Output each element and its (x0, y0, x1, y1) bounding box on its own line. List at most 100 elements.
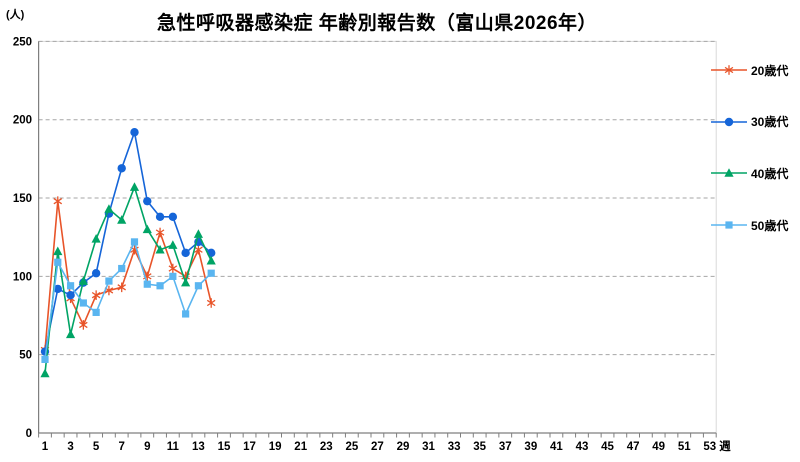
square-marker (54, 258, 62, 266)
x-tick-label: 5 (93, 441, 100, 453)
x-tick-label: 3 (67, 441, 73, 453)
circle-marker (155, 212, 165, 222)
legend-item-1: 20歳代 (710, 62, 788, 78)
triangle-marker (78, 276, 88, 285)
triangle-legend-icon (711, 168, 747, 178)
square-marker (92, 308, 100, 316)
y-axis-unit-label: (人) (6, 9, 25, 21)
legend-item-4: 50歳代 (710, 217, 788, 233)
x-tick-label: 1 (42, 441, 49, 453)
triangle-marker (193, 229, 204, 238)
square-marker (105, 277, 113, 285)
circle-marker (168, 212, 178, 222)
square-marker (194, 282, 203, 290)
triangle-marker (129, 182, 140, 191)
triangle-marker (181, 277, 191, 287)
x-tick-label: 7 (119, 441, 125, 453)
chart-legend: 20歳代 30歳代 40歳代 50歳代 (710, 0, 800, 462)
legend-label: 40歳代 (751, 166, 789, 181)
x-tick-label: 25 (345, 441, 358, 453)
square-marker (156, 282, 164, 290)
series-4-group (41, 238, 215, 363)
circle-marker (117, 164, 126, 173)
x-tick-label: 51 (678, 441, 691, 453)
x-tick-label: 21 (294, 441, 307, 453)
square-legend-icon (711, 221, 747, 229)
y-tick-label: 100 (13, 271, 32, 283)
square-marker (118, 264, 126, 273)
x-tick-label: 33 (448, 441, 461, 453)
circle-marker (66, 290, 75, 300)
x-tick-label: 23 (320, 441, 333, 453)
square-marker (143, 280, 151, 288)
legend-label: 30歳代 (751, 115, 789, 130)
x-tick-label: 15 (218, 441, 231, 453)
square-marker (79, 299, 87, 307)
triangle-marker (724, 168, 734, 178)
series-3-group (40, 182, 216, 378)
square-marker (130, 238, 139, 246)
legend-item-3: 40歳代 (710, 165, 788, 181)
asterisk-marker (53, 197, 63, 205)
triangle-marker (65, 329, 76, 339)
x-tick-label: 53 (703, 441, 716, 453)
asterisk-marker (155, 229, 165, 236)
square-marker (182, 310, 190, 318)
asterisk-marker (79, 321, 88, 329)
square-marker (207, 269, 215, 277)
x-tick-label: 45 (601, 441, 614, 453)
square-marker (41, 355, 49, 363)
triangle-marker (53, 246, 63, 256)
circle-marker (130, 128, 139, 137)
x-tick-label: 35 (473, 441, 486, 453)
y-tick-label: 250 (13, 36, 32, 48)
x-axis-unit-label: 週 (719, 439, 731, 453)
triangle-marker (91, 233, 101, 243)
x-tick-label: 9 (144, 441, 150, 453)
triangle-marker (104, 204, 114, 213)
triangle-marker (168, 240, 178, 249)
y-tick-label: 0 (26, 428, 32, 440)
circle-legend-icon (711, 117, 747, 126)
plot-border (38, 40, 717, 434)
chart-title: 急性呼吸器感染症 年齢別報告数（富山県2026年） (156, 13, 598, 34)
legend-label: 50歳代 (751, 218, 789, 233)
circle-marker (724, 117, 734, 126)
y-tick-label: 50 (19, 350, 32, 362)
circle-marker (181, 248, 190, 258)
circle-marker (91, 269, 101, 278)
triangle-marker (117, 215, 127, 224)
square-marker (725, 221, 733, 229)
y-tick-label: 200 (13, 115, 32, 127)
legend-item-2: 30歳代 (710, 114, 788, 130)
triangle-marker (206, 255, 216, 265)
circle-marker (53, 284, 62, 294)
x-tick-label: 31 (422, 441, 435, 453)
asterisk-marker (104, 287, 114, 294)
x-tick-label: 41 (550, 441, 563, 453)
triangle-marker (142, 224, 152, 234)
square-marker (169, 272, 177, 280)
x-tick-label: 39 (524, 441, 537, 453)
x-tick-label: 13 (192, 441, 205, 453)
asterisk-marker (91, 291, 101, 299)
x-tick-label: 29 (397, 441, 410, 453)
x-tick-label: 37 (499, 441, 512, 453)
asterisk-marker (168, 265, 178, 272)
asterisk-legend-icon (711, 65, 747, 75)
x-tick-label: 49 (652, 441, 665, 453)
asterisk-marker (117, 284, 127, 291)
series-line-triangle (44, 184, 212, 374)
x-tick-label: 47 (627, 441, 640, 453)
triangle-marker (40, 368, 50, 378)
asterisk-marker (724, 66, 734, 74)
y-tick-label: 150 (13, 193, 32, 205)
asterisk-marker (206, 299, 216, 307)
x-tick-label: 17 (243, 441, 256, 453)
circle-marker (143, 196, 152, 206)
x-tick-label: 27 (371, 441, 384, 453)
x-tick-label: 19 (269, 441, 282, 453)
x-tick-label: 11 (167, 441, 180, 453)
